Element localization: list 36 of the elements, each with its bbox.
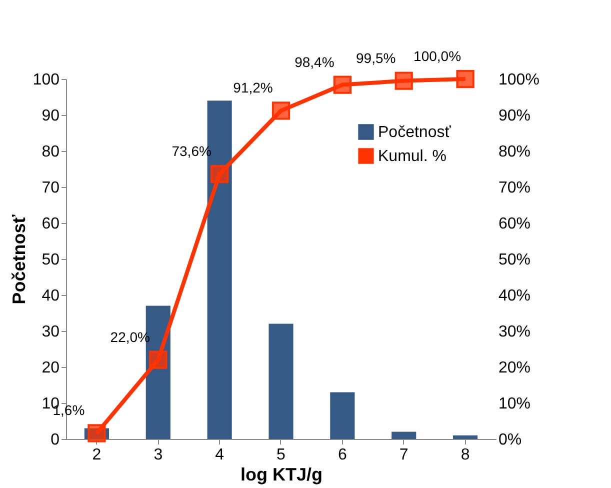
- y-axis-title: Početnosť: [8, 214, 29, 304]
- y-tick-label: 80: [42, 144, 60, 160]
- data-label: 98,4%: [294, 54, 334, 70]
- x-tick-label: 7: [399, 446, 408, 464]
- y-tick-label: 70: [42, 180, 60, 196]
- y-tick-label: 50: [42, 252, 60, 268]
- y2-tick-label: 20%: [498, 360, 531, 376]
- y-tick-label: 90: [42, 108, 60, 124]
- data-label: 100,0%: [414, 48, 462, 64]
- x-tick-label: 4: [215, 446, 224, 464]
- x-axis-title: log KTJ/g: [240, 464, 322, 484]
- y2-tick-label: 70%: [498, 180, 531, 196]
- y-tick-label: 100: [32, 72, 60, 88]
- y2-tick-label: 30%: [498, 324, 531, 340]
- x-tick-label: 5: [276, 446, 286, 464]
- x-tick-label: 3: [154, 446, 163, 464]
- x-tick-label: 2: [92, 446, 102, 464]
- y2-tick-label: 10%: [498, 396, 531, 412]
- data-label: 91,2%: [233, 80, 273, 96]
- y2-tick-label: 60%: [498, 216, 531, 232]
- y2-tick-label: 90%: [498, 108, 531, 124]
- y-tick-label: 20: [42, 360, 60, 376]
- y2-tick-label: 50%: [498, 252, 531, 268]
- y2-tick-label: 80%: [498, 144, 531, 160]
- y2-tick-label: 40%: [498, 288, 531, 304]
- y-tick-label: 40: [42, 288, 60, 304]
- legend-label: Kumul. %: [378, 148, 446, 165]
- x-tick-label: 6: [338, 446, 347, 464]
- y-tick-label: 60: [42, 216, 60, 232]
- x-tick-label: 8: [460, 446, 470, 464]
- y2-tick-label: 0%: [498, 432, 522, 448]
- data-label: 99,5%: [356, 50, 396, 66]
- y2-tick-label: 100%: [498, 72, 540, 88]
- legend-label: Početnosť: [378, 124, 452, 141]
- y-tick-label: 0: [50, 432, 60, 448]
- y-tick-label: 30: [42, 324, 60, 340]
